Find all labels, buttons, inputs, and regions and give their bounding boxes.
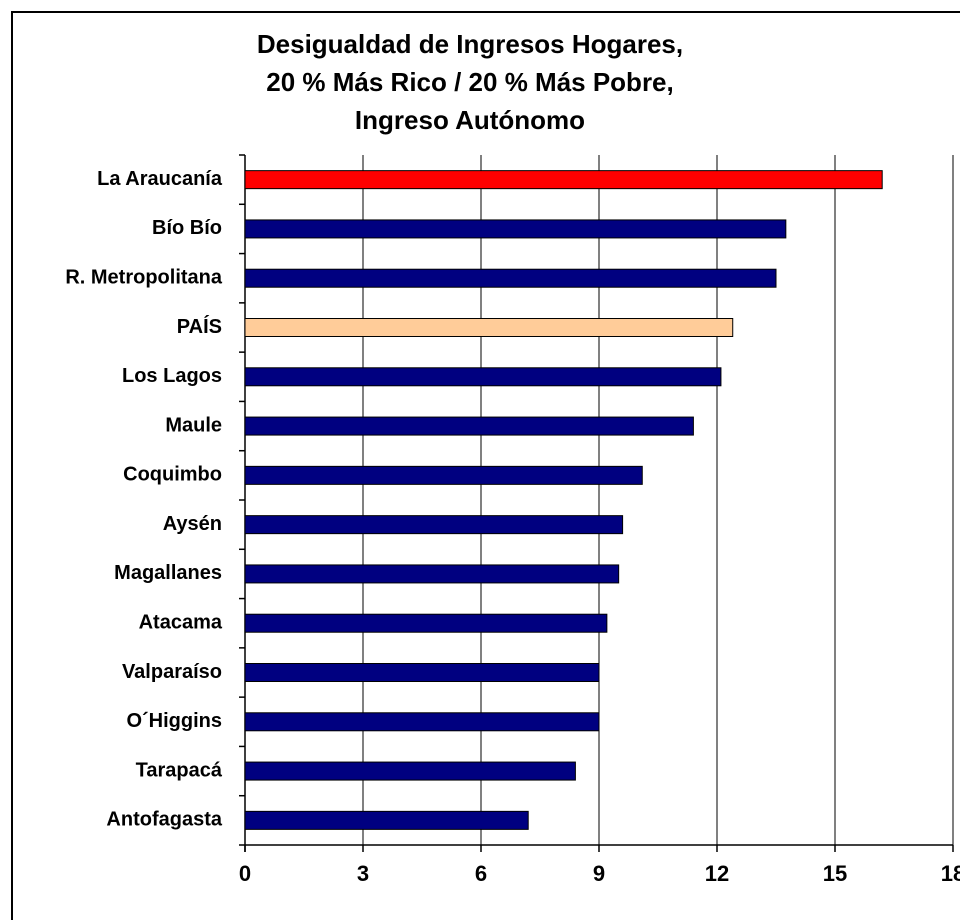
x-tick-label: 6 xyxy=(475,861,487,886)
y-tick-label: Los Lagos xyxy=(122,365,222,387)
bar xyxy=(244,810,529,830)
y-tick-label: Atacama xyxy=(139,611,223,633)
x-tick-label: 9 xyxy=(593,861,605,886)
bar xyxy=(244,761,576,781)
x-tick-label: 3 xyxy=(357,861,369,886)
y-tick-label: Antofagasta xyxy=(106,809,222,831)
bar xyxy=(244,663,600,682)
bar xyxy=(244,318,734,337)
bar xyxy=(244,515,624,535)
bar xyxy=(244,268,777,288)
bar xyxy=(244,613,608,633)
bar xyxy=(244,367,722,387)
x-tick-label: 12 xyxy=(705,861,729,886)
y-tick-label: Coquimbo xyxy=(123,464,222,486)
chart-title: 20 % Más Rico / 20 % Más Pobre, xyxy=(266,67,674,97)
bar xyxy=(244,416,694,436)
chart-border xyxy=(11,11,960,920)
y-tick-label: R. Metropolitana xyxy=(65,266,223,288)
y-tick-label: Aysén xyxy=(163,513,222,535)
bar xyxy=(244,712,600,732)
x-tick-label: 18 xyxy=(941,861,960,886)
bar xyxy=(244,170,883,190)
x-tick-label: 0 xyxy=(239,861,251,886)
chart-title: Desigualdad de Ingresos Hogares, xyxy=(257,29,683,59)
bar xyxy=(244,465,643,485)
y-tick-label: Magallanes xyxy=(114,562,222,584)
y-tick-label: Maule xyxy=(165,414,222,436)
y-tick-label: O´Higgins xyxy=(126,710,222,732)
chart-title: Ingreso Autónomo xyxy=(355,105,585,135)
y-tick-label: PAÍS xyxy=(177,315,222,338)
y-tick-label: Valparaíso xyxy=(122,661,222,683)
bar xyxy=(244,219,787,239)
x-tick-label: 15 xyxy=(823,861,847,886)
y-tick-label: Bío Bío xyxy=(152,217,222,239)
y-tick-label: La Araucanía xyxy=(97,168,223,190)
y-tick-label: Tarapacá xyxy=(136,759,223,781)
bar xyxy=(244,564,620,584)
